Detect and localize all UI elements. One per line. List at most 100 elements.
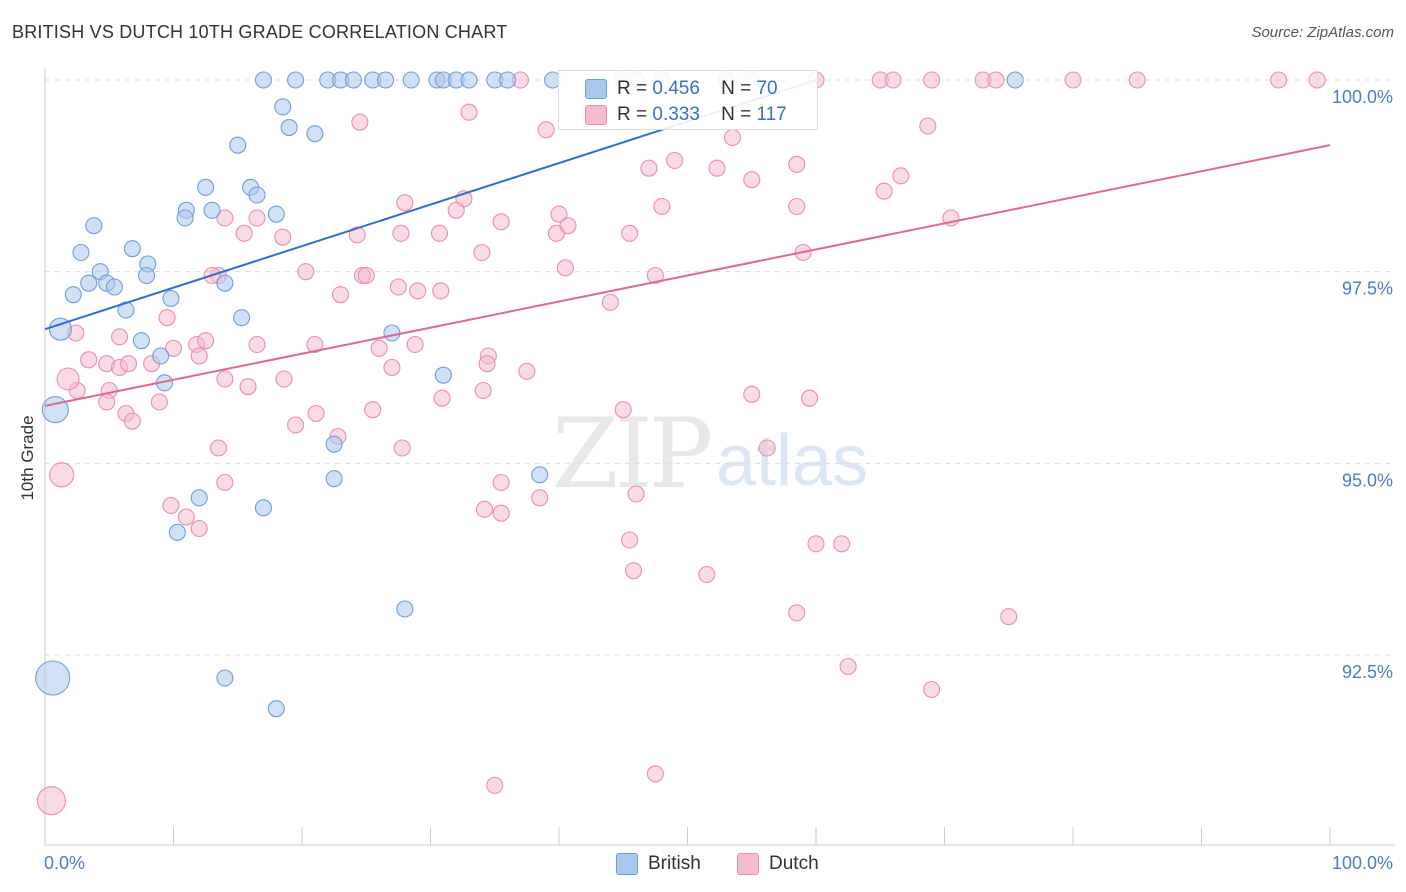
dutch-point bbox=[492, 504, 510, 522]
dutch-point bbox=[919, 117, 937, 135]
dutch-point bbox=[621, 531, 639, 549]
dutch-point bbox=[123, 412, 141, 430]
british-point bbox=[203, 201, 221, 219]
dutch-point bbox=[1308, 71, 1326, 89]
british-point bbox=[80, 274, 98, 292]
y-tick-label: 95.0% bbox=[1342, 470, 1393, 490]
dutch-point bbox=[56, 367, 80, 391]
dutch-point bbox=[432, 282, 450, 300]
dutch-point bbox=[666, 151, 684, 170]
british-swatch bbox=[585, 79, 607, 99]
british-point bbox=[1006, 71, 1024, 89]
dutch-point bbox=[36, 786, 66, 816]
british-n-label: N = bbox=[721, 78, 752, 99]
dutch-point bbox=[708, 159, 726, 177]
dutch-point bbox=[216, 370, 234, 388]
dutch-point bbox=[743, 171, 761, 189]
dutch-point bbox=[383, 358, 401, 377]
british-point bbox=[499, 71, 517, 89]
dutch-point bbox=[297, 263, 315, 281]
british-point bbox=[254, 499, 273, 517]
british-point bbox=[105, 278, 123, 296]
dutch-point bbox=[287, 416, 305, 434]
dutch-point bbox=[556, 259, 574, 277]
dutch-point bbox=[164, 339, 183, 357]
dutch-point bbox=[348, 226, 366, 244]
dutch-point bbox=[216, 473, 234, 492]
british-point bbox=[72, 243, 90, 262]
british-point bbox=[41, 396, 69, 424]
dutch-point bbox=[190, 347, 208, 365]
british-point bbox=[383, 324, 401, 342]
dutch-r-label: R = bbox=[617, 104, 648, 125]
british-point bbox=[306, 125, 324, 143]
dutch-point bbox=[537, 121, 555, 139]
dutch-point bbox=[409, 282, 427, 300]
dutch-point bbox=[723, 128, 742, 147]
dutch-point bbox=[550, 205, 568, 223]
british-point bbox=[190, 489, 208, 507]
dutch-point bbox=[475, 500, 494, 518]
dutch-point bbox=[987, 71, 1005, 89]
axes bbox=[44, 68, 1395, 846]
y-axis-title: 10th Grade bbox=[18, 415, 37, 500]
dutch-point bbox=[531, 489, 549, 507]
british-points bbox=[35, 71, 1024, 718]
dutch-point bbox=[627, 485, 645, 503]
dutch-point bbox=[430, 224, 449, 242]
dutch-point bbox=[357, 266, 375, 285]
dutch-point bbox=[389, 278, 407, 296]
british-point bbox=[132, 332, 150, 350]
dutch-point bbox=[370, 339, 388, 357]
british-point bbox=[267, 205, 285, 223]
dutch-point bbox=[1270, 71, 1288, 89]
dutch-point bbox=[640, 159, 658, 177]
dutch-legend-swatch bbox=[737, 853, 759, 875]
stats-legend: R = 0.456 N = 70 R = 0.333 N = 117 bbox=[558, 70, 818, 130]
dutch-legend-label: Dutch bbox=[769, 853, 819, 874]
dutch-point bbox=[698, 565, 716, 584]
british-point bbox=[267, 700, 285, 718]
british-n-value: 70 bbox=[756, 78, 778, 99]
dutch-n-value: 117 bbox=[756, 104, 787, 125]
y-tick-label: 100.0% bbox=[1332, 87, 1393, 107]
dutch-point bbox=[653, 197, 671, 216]
british-point bbox=[274, 98, 292, 116]
british-point bbox=[531, 466, 549, 484]
dutch-point bbox=[624, 562, 643, 580]
dutch-point bbox=[433, 389, 451, 407]
dutch-point bbox=[274, 228, 292, 246]
dutch-n-label: N = bbox=[721, 104, 752, 125]
dutch-point bbox=[396, 194, 414, 212]
british-point bbox=[168, 523, 186, 541]
dutch-point bbox=[839, 657, 857, 676]
british-point bbox=[287, 71, 305, 89]
dutch-point bbox=[923, 680, 941, 699]
dutch-point bbox=[248, 335, 266, 354]
british-point bbox=[325, 435, 343, 453]
dutch-points bbox=[36, 71, 1326, 816]
dutch-point bbox=[788, 155, 806, 173]
british-r-value: 0.456 bbox=[652, 78, 700, 99]
dutch-r-value: 0.333 bbox=[652, 104, 700, 125]
dutch-point bbox=[884, 71, 902, 89]
dutch-point bbox=[351, 113, 369, 131]
dutch-point bbox=[601, 293, 619, 311]
dutch-point bbox=[98, 393, 116, 411]
british-point bbox=[460, 71, 478, 89]
dutch-point bbox=[275, 370, 293, 388]
dutch-point bbox=[177, 508, 195, 526]
dutch-point bbox=[474, 381, 492, 400]
dutch-point bbox=[190, 519, 208, 538]
dutch-point bbox=[216, 209, 234, 227]
dutch-point bbox=[875, 182, 893, 200]
dutch-point bbox=[248, 209, 266, 227]
dutch-point bbox=[235, 224, 253, 242]
dutch-point bbox=[807, 535, 825, 553]
dutch-point bbox=[239, 378, 257, 396]
dutch-point bbox=[758, 439, 776, 457]
dutch-point bbox=[892, 167, 910, 185]
british-point bbox=[396, 600, 414, 618]
dutch-point bbox=[788, 197, 806, 216]
